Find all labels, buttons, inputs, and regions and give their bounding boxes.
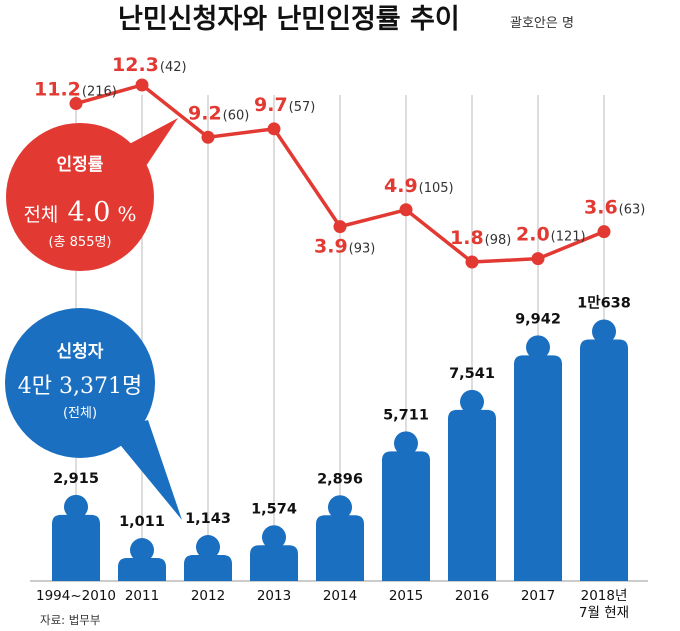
- applicant-callout: 신청자 4만 3,371명 (전체): [5, 308, 182, 520]
- rate-callout-value: 4.0: [68, 197, 111, 228]
- bars: [52, 319, 628, 581]
- x-tick-label: 2012: [191, 588, 225, 604]
- bar: [52, 514, 100, 581]
- bar-cap: [526, 335, 550, 360]
- bar-cap: [64, 494, 88, 519]
- bar-cap: [262, 525, 286, 550]
- rate-label: 4.9(105): [384, 175, 454, 197]
- rate-labels: 11.2(216) 12.3(42) 9.2(60) 9.7(57) 3.9(93) 4.…: [34, 54, 645, 258]
- bar-cap: [130, 538, 154, 563]
- rate-point: [333, 220, 347, 234]
- rate-point: [465, 255, 479, 269]
- x-tick-label: 7월 현재: [579, 605, 629, 621]
- x-tick-labels: 1994~2010 2011 2012 2013 2014 2015 2016 2017 201…: [36, 588, 629, 621]
- applicant-callout-bubble: [5, 308, 155, 458]
- rate-callout-sub: (총 855명): [48, 235, 111, 250]
- bar: [250, 545, 298, 581]
- rate-label: 1.8(98): [450, 227, 511, 249]
- x-tick-label: 2011: [125, 588, 159, 604]
- rate-label: 12.3(42): [112, 54, 187, 76]
- bar-value-label: 9,942: [515, 311, 561, 327]
- bar: [382, 451, 430, 581]
- chart-title: 난민신청자와 난민인정률 추이: [118, 4, 460, 35]
- rate-callout: 인정률 전체 4.0 % (총 855명): [6, 118, 178, 271]
- rate-label: 3.9(93): [314, 236, 375, 258]
- rate-point: [135, 78, 149, 92]
- x-tick-label: 2018년: [581, 588, 628, 604]
- x-tick-label: 2017: [521, 588, 555, 604]
- unit-note: 괄호안은 명: [510, 16, 574, 31]
- bar-cap: [592, 319, 616, 344]
- bar-value-label: 1,574: [251, 501, 297, 517]
- rate-point: [267, 122, 281, 136]
- rate-callout-pct: %: [118, 202, 137, 226]
- x-tick-label: 2014: [323, 588, 357, 604]
- applicant-callout-sub: (전체): [63, 406, 97, 421]
- bar: [514, 355, 562, 581]
- bar-value-label: 1만638: [577, 295, 631, 312]
- rate-callout-bubble: [6, 123, 154, 271]
- applicant-callout-heading: 신청자: [57, 341, 104, 362]
- x-tick-label: 2015: [389, 588, 423, 604]
- bar: [184, 555, 232, 581]
- rate-point: [69, 97, 83, 111]
- bar-cap: [328, 495, 352, 520]
- x-tick-label: 1994~2010: [36, 588, 116, 604]
- bar-value-label: 1,143: [185, 511, 231, 527]
- bar: [448, 409, 496, 581]
- rate-callout-heading: 인정률: [57, 155, 104, 175]
- x-tick-label: 2016: [455, 588, 489, 604]
- rate-label: 2.0(121): [516, 224, 586, 246]
- rate-point: [597, 225, 611, 239]
- rate-label: 3.6(63): [584, 197, 645, 219]
- rate-callout-line: 전체 4.0 %: [23, 197, 136, 228]
- rate-point: [531, 252, 545, 266]
- rate-line: [69, 78, 611, 269]
- bar-cap: [460, 389, 484, 414]
- bar-value-label: 2,896: [317, 471, 363, 487]
- bar: [316, 515, 364, 581]
- rate-label: 9.2(60): [188, 102, 249, 124]
- bar-labels: 2,915 1,011 1,143 1,574 2,896 5,711 7,541 9,942…: [53, 295, 631, 531]
- bar: [118, 558, 166, 581]
- rate-label: 9.7(57): [254, 94, 315, 116]
- source-note: 자료: 법무부: [40, 613, 100, 627]
- rate-label: 11.2(216): [34, 79, 117, 101]
- x-tick-label: 2013: [257, 588, 291, 604]
- applicant-callout-pointer: [108, 420, 182, 520]
- applicant-callout-value: 4만 3,371명: [18, 374, 142, 399]
- rate-callout-prefix: 전체: [23, 204, 58, 226]
- bar-value-label: 7,541: [449, 366, 495, 382]
- bar-cap: [196, 535, 220, 560]
- bar-cap: [394, 431, 418, 456]
- bar: [580, 339, 628, 581]
- rate-point: [201, 130, 215, 144]
- bar-value-label: 1,011: [119, 514, 165, 530]
- rate-point: [399, 203, 413, 217]
- bar-value-label: 5,711: [383, 407, 429, 423]
- bar-value-label: 2,915: [53, 471, 99, 487]
